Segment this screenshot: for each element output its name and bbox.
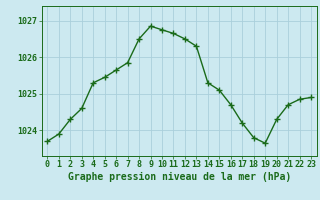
X-axis label: Graphe pression niveau de la mer (hPa): Graphe pression niveau de la mer (hPa): [68, 172, 291, 182]
